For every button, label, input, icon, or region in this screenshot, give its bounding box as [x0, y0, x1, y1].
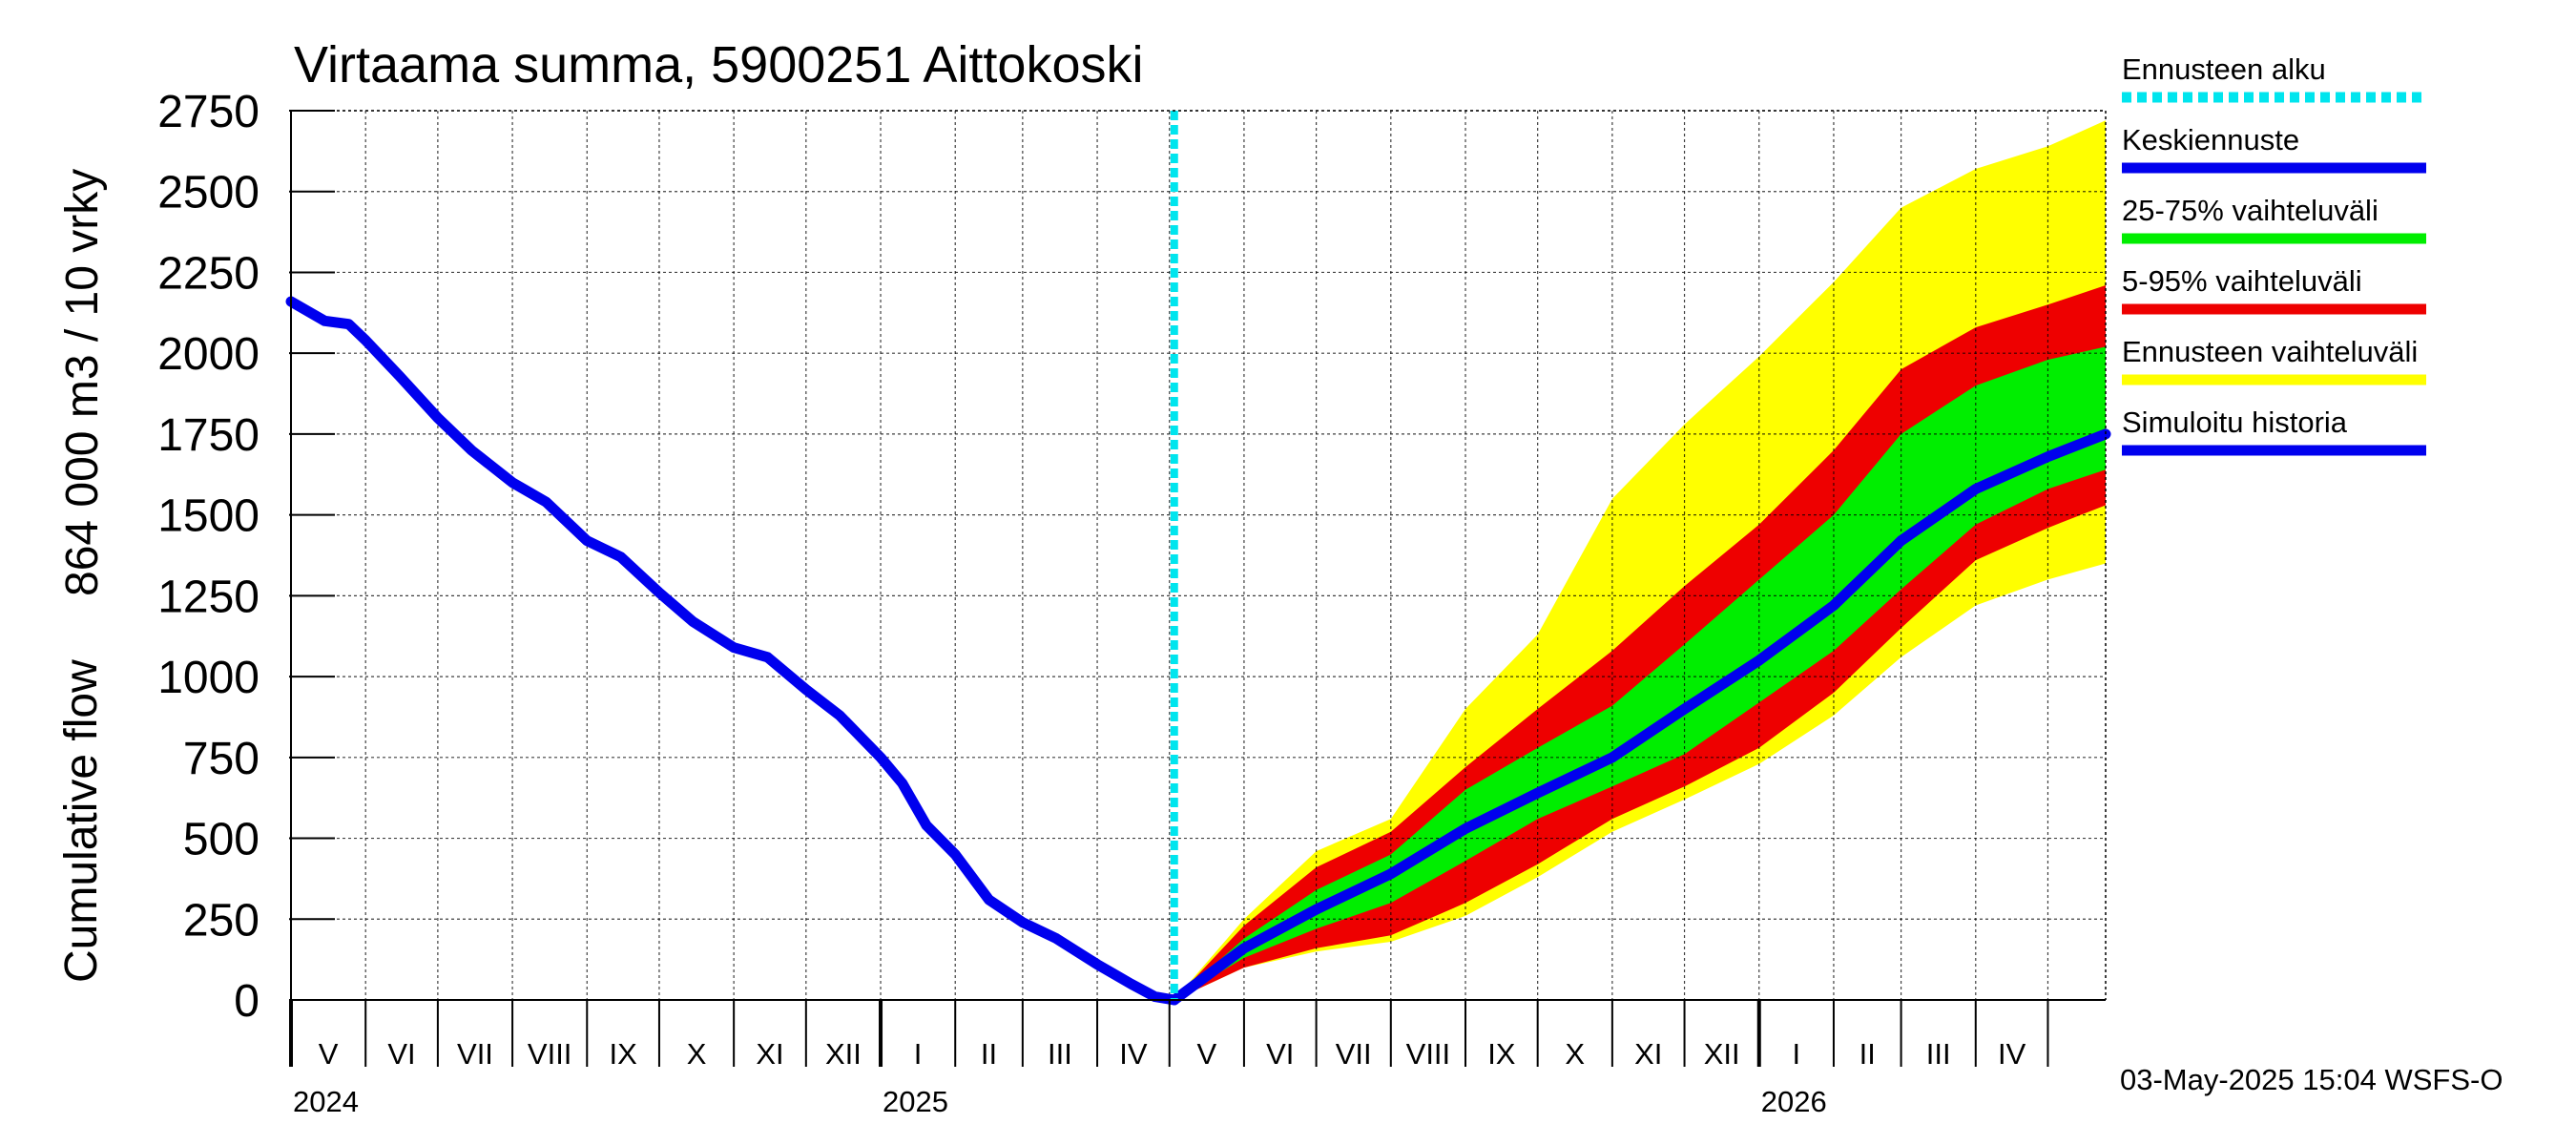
y-axis-label-units: 864 000 m3 / 10 vrky: [57, 169, 108, 596]
year-label: 2025: [883, 1085, 948, 1118]
month-label: XII: [1704, 1037, 1740, 1071]
legend-label: Keskiennuste: [2122, 123, 2299, 156]
month-label: V: [319, 1037, 339, 1071]
month-label: VIII: [1406, 1037, 1451, 1071]
month-label: VI: [387, 1037, 415, 1071]
month-label: X: [1565, 1037, 1585, 1071]
year-label: 2026: [1761, 1085, 1827, 1118]
month-label: XI: [756, 1037, 783, 1071]
month-label: II: [1859, 1037, 1876, 1071]
month-label: VII: [1336, 1037, 1372, 1071]
y-tick-label: 1750: [157, 410, 260, 461]
month-label: III: [1926, 1037, 1951, 1071]
y-tick-label: 2250: [157, 248, 260, 299]
y-tick-label: 1500: [157, 491, 260, 542]
band-5-95: [1174, 285, 2106, 1000]
month-label: V: [1196, 1037, 1216, 1071]
y-tick-label: 2000: [157, 329, 260, 380]
history-line: [285, 296, 1180, 1006]
month-label: IX: [609, 1037, 637, 1071]
month-label: I: [1793, 1037, 1801, 1071]
y-axis-label-title: Cumulative flow: [56, 659, 107, 983]
month-label: III: [1048, 1037, 1072, 1071]
month-label: IX: [1487, 1037, 1516, 1071]
month-label: IV: [1119, 1037, 1148, 1071]
month-label: VII: [457, 1037, 493, 1071]
y-tick-label: 0: [234, 976, 260, 1027]
legend-label: 5-95% vaihteluväli: [2122, 264, 2362, 298]
legend-label: Ennusteen alku: [2122, 52, 2326, 86]
month-label: IV: [1998, 1037, 2026, 1071]
timestamp-label: 03-May-2025 15:04 WSFS-O: [2120, 1063, 2503, 1096]
y-tick-label: 750: [183, 734, 260, 784]
month-label: I: [914, 1037, 923, 1071]
month-label: X: [687, 1037, 707, 1071]
legend: Ennusteen alku Keskiennuste 25-75% vaihtel…: [2122, 52, 2426, 456]
y-tick-label: 2500: [157, 168, 260, 219]
axes: 0 250 500 750 1000 1250 1500 1750 2000 2250 2500 27…: [157, 87, 2107, 1118]
legend-label: Simuloitu historia: [2122, 406, 2348, 439]
y-tick-label: 2750: [157, 87, 260, 137]
forecast-bands: [1174, 120, 2106, 1000]
median-forecast-line: [1169, 428, 2111, 1006]
grid-lines: [291, 110, 2106, 1000]
month-label: XII: [825, 1037, 862, 1071]
month-label: II: [981, 1037, 997, 1071]
y-tick-label: 1250: [157, 572, 260, 622]
chart-title: Virtaama summa, 5900251 Aittokoski: [294, 36, 1143, 94]
series-lines: [285, 111, 2111, 1006]
forecast-range-band: [1174, 120, 2106, 1000]
month-label: XI: [1634, 1037, 1662, 1071]
y-tick-label: 1000: [157, 653, 260, 703]
legend-label: 25-75% vaihteluväli: [2122, 194, 2379, 227]
month-label: VIII: [528, 1037, 572, 1071]
year-label: 2024: [293, 1085, 359, 1118]
month-label: VI: [1266, 1037, 1294, 1071]
y-tick-label: 250: [183, 895, 260, 946]
y-tick-label: 500: [183, 815, 260, 865]
legend-label: Ennusteen vaihteluväli: [2122, 335, 2418, 368]
band-25-75: [1174, 346, 2106, 1000]
